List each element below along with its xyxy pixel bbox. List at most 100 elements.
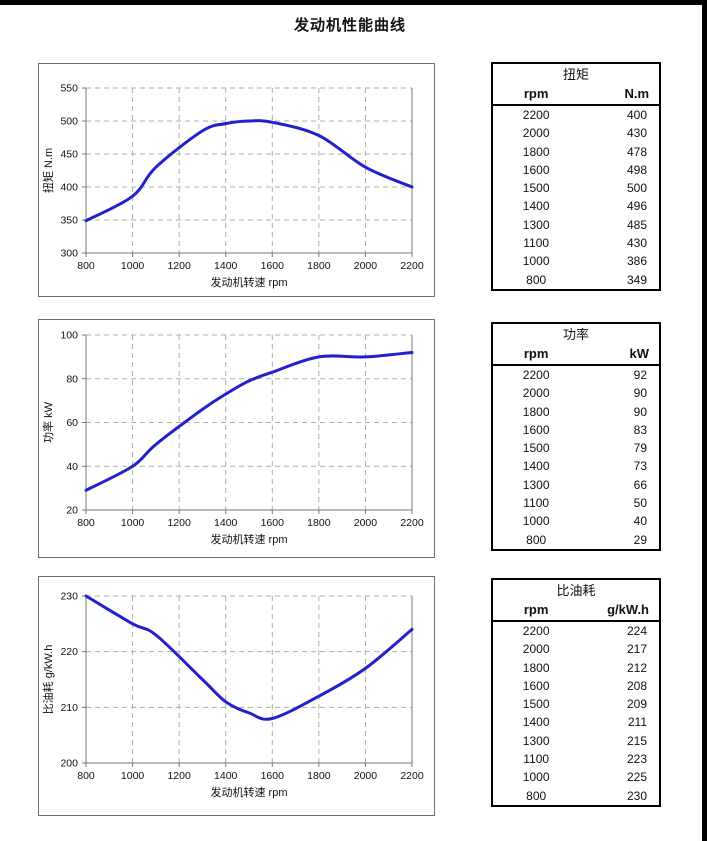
rpm-cell: 1300 — [522, 477, 550, 492]
svg-text:550: 550 — [60, 83, 78, 95]
right-border-line — [702, 0, 707, 841]
rpm-cell: 2000 — [522, 126, 550, 141]
value-cell: 349 — [626, 272, 647, 287]
table-header-row: rpm kW — [493, 344, 659, 366]
table-row: 1400 73 — [493, 457, 659, 475]
table-body: 2200 224 2000 217 1800 212 1600 208 1500 209 1400 2… — [493, 622, 659, 805]
table-row: 2200 224 — [493, 622, 659, 640]
svg-text:100: 100 — [60, 330, 78, 342]
fuel-consumption-table: 比油耗 rpm g/kW.h 2200 224 2000 217 1800 212 1600… — [491, 578, 661, 807]
rpm-cell: 1600 — [522, 678, 550, 693]
rpm-cell: 1500 — [522, 697, 550, 712]
svg-text:1000: 1000 — [121, 770, 145, 782]
value-cell: 498 — [626, 162, 647, 177]
power-table: 功率 rpm kW 2200 92 2000 90 1800 90 1600 83 1500 79… — [491, 322, 661, 551]
value-cell: 212 — [626, 660, 647, 675]
rpm-cell: 1500 — [522, 441, 550, 456]
table-title: 扭矩 — [562, 67, 589, 82]
svg-text:1800: 1800 — [307, 517, 331, 529]
rpm-cell: 1300 — [522, 733, 550, 748]
rpm-column-header: rpm — [523, 86, 549, 101]
value-cell: 66 — [633, 477, 647, 492]
tick-labels: 200 210 220 230 800 1000 1200 1400 1600 1800 2000 2… — [60, 591, 423, 783]
axes — [82, 334, 413, 514]
value-cell: 73 — [633, 459, 647, 474]
table-row: 1500 209 — [493, 695, 659, 713]
table-row: 1100 223 — [493, 750, 659, 768]
svg-text:800: 800 — [77, 260, 95, 272]
rpm-column-header: rpm — [523, 346, 549, 361]
svg-text:800: 800 — [77, 517, 95, 529]
value-cell: 209 — [626, 697, 647, 712]
svg-text:400: 400 — [60, 182, 78, 194]
table-row: 1400 211 — [493, 713, 659, 731]
table-row: 1100 430 — [493, 234, 659, 252]
rpm-cell: 1100 — [523, 236, 550, 251]
rpm-cell: 1000 — [522, 514, 550, 529]
table-row: 1400 496 — [493, 197, 659, 215]
rpm-cell: 2000 — [522, 642, 550, 657]
data-curve — [84, 351, 414, 492]
table-row: 1600 83 — [493, 421, 659, 439]
rpm-cell: 1800 — [522, 144, 550, 159]
rpm-cell: 1100 — [523, 496, 550, 511]
table-body: 2200 400 2000 430 1800 478 1600 498 1500 500 1400 4… — [493, 106, 659, 289]
rpm-cell: 2200 — [522, 624, 550, 638]
svg-text:1800: 1800 — [307, 770, 331, 782]
rpm-cell: 1800 — [522, 404, 550, 419]
data-curve — [84, 594, 414, 721]
value-cell: 224 — [626, 624, 647, 638]
value-cell: 386 — [626, 254, 647, 269]
y-axis-label: 扭矩 N.m — [41, 148, 55, 193]
data-curve — [84, 119, 414, 223]
table-row: 1300 485 — [493, 216, 659, 234]
page-title: 发动机性能曲线 — [293, 17, 406, 34]
top-border-line — [0, 0, 707, 5]
svg-text:40: 40 — [66, 461, 78, 473]
table-row: 1000 386 — [493, 252, 659, 270]
value-cell: 225 — [626, 770, 647, 785]
value-cell: 430 — [626, 126, 647, 141]
table-header-row: rpm g/kW.h — [493, 600, 659, 622]
svg-text:1400: 1400 — [214, 770, 238, 782]
table-row: 1800 212 — [493, 659, 659, 677]
svg-text:1400: 1400 — [214, 517, 238, 529]
unit-column-header: N.m — [624, 86, 649, 101]
rpm-cell: 1400 — [522, 459, 550, 474]
value-cell: 40 — [633, 514, 647, 529]
svg-text:20: 20 — [66, 505, 78, 517]
table-row: 1600 208 — [493, 677, 659, 695]
value-cell: 217 — [626, 642, 647, 657]
table-row: 1800 478 — [493, 143, 659, 161]
table-row: 2000 217 — [493, 640, 659, 658]
svg-text:350: 350 — [60, 215, 78, 227]
svg-text:450: 450 — [60, 149, 78, 161]
unit-column-header: g/kW.h — [607, 602, 649, 617]
gridlines — [86, 334, 412, 510]
svg-text:1600: 1600 — [261, 517, 285, 529]
value-cell: 500 — [626, 181, 647, 196]
rpm-cell: 1000 — [522, 770, 550, 785]
svg-text:1600: 1600 — [261, 260, 285, 272]
power-chart-svg: 20 40 60 80 100 800 1000 1200 1400 1600 1800 2000 22… — [41, 330, 424, 547]
table-title: 功率 — [562, 327, 589, 342]
unit-column-header: kW — [629, 346, 650, 361]
svg-text:2200: 2200 — [400, 517, 424, 529]
value-cell: 50 — [633, 496, 647, 511]
svg-text:1200: 1200 — [167, 770, 191, 782]
table-row: 1800 90 — [493, 403, 659, 421]
svg-text:60: 60 — [66, 417, 78, 429]
svg-text:230: 230 — [60, 591, 78, 603]
rpm-cell: 1800 — [522, 660, 550, 675]
table-row: 1500 79 — [493, 439, 659, 457]
svg-text:1400: 1400 — [214, 260, 238, 272]
rpm-cell: 2200 — [522, 108, 550, 122]
svg-text:1600: 1600 — [261, 770, 285, 782]
value-cell: 90 — [633, 404, 647, 419]
value-cell: 478 — [626, 144, 647, 159]
value-cell: 83 — [633, 422, 647, 437]
value-cell: 211 — [627, 715, 647, 730]
table-row: 1600 498 — [493, 161, 659, 179]
power-chart: 20 40 60 80 100 800 1000 1200 1400 1600 1800 2000 22… — [38, 319, 435, 558]
tick-labels: 300 350 400 450 500 550 800 1000 1200 1400 1600 180… — [60, 83, 423, 273]
